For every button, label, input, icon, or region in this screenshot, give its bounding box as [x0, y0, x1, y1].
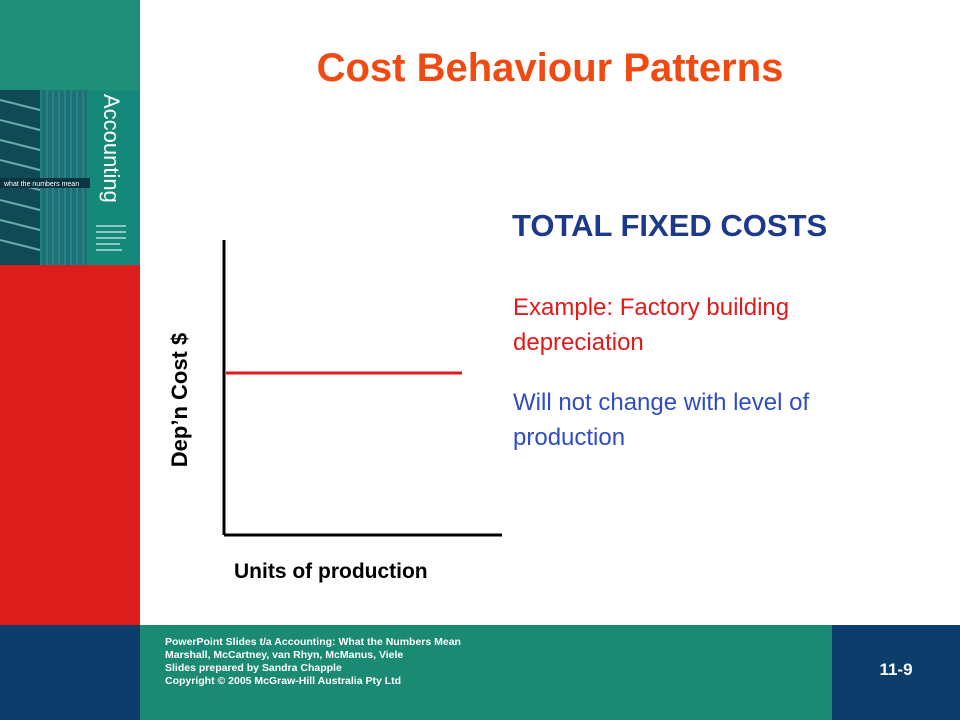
svg-text:Accounting: Accounting [99, 94, 124, 203]
footer-line-2: Marshall, McCartney, van Rhyn, McManus, … [165, 649, 404, 661]
note-text: Will not change with level of production [513, 389, 810, 451]
footer-right-block [832, 625, 960, 720]
book-cover-image: what the numbers mean Accounting [0, 90, 140, 265]
fixed-cost-chart [222, 240, 502, 537]
footer-line-3: Slides prepared by Sandra Chapple [165, 662, 342, 674]
slide-subtitle: TOTAL FIXED COSTS [512, 208, 828, 243]
slide-title: Cost Behaviour Patterns [316, 46, 784, 90]
left-red-panel [0, 265, 140, 625]
left-teal-panel [0, 0, 140, 90]
footer-line-1: PowerPoint Slides t/a Accounting: What t… [165, 636, 461, 648]
chart-y-axis-label: Dep’n Cost $ [167, 332, 192, 468]
svg-text:what the numbers mean: what the numbers mean [3, 181, 79, 188]
footer-credits: PowerPoint Slides t/a Accounting: What t… [165, 636, 815, 688]
chart-x-axis-label: Units of production [234, 560, 428, 583]
footer-bar [0, 625, 960, 720]
slide-number: 11-9 [879, 660, 913, 679]
footer-left-block [0, 625, 140, 720]
footer-line-4: Copyright © 2005 McGraw-Hill Australia P… [165, 675, 402, 687]
example-text: Example: Factory building depreciation [513, 294, 790, 356]
